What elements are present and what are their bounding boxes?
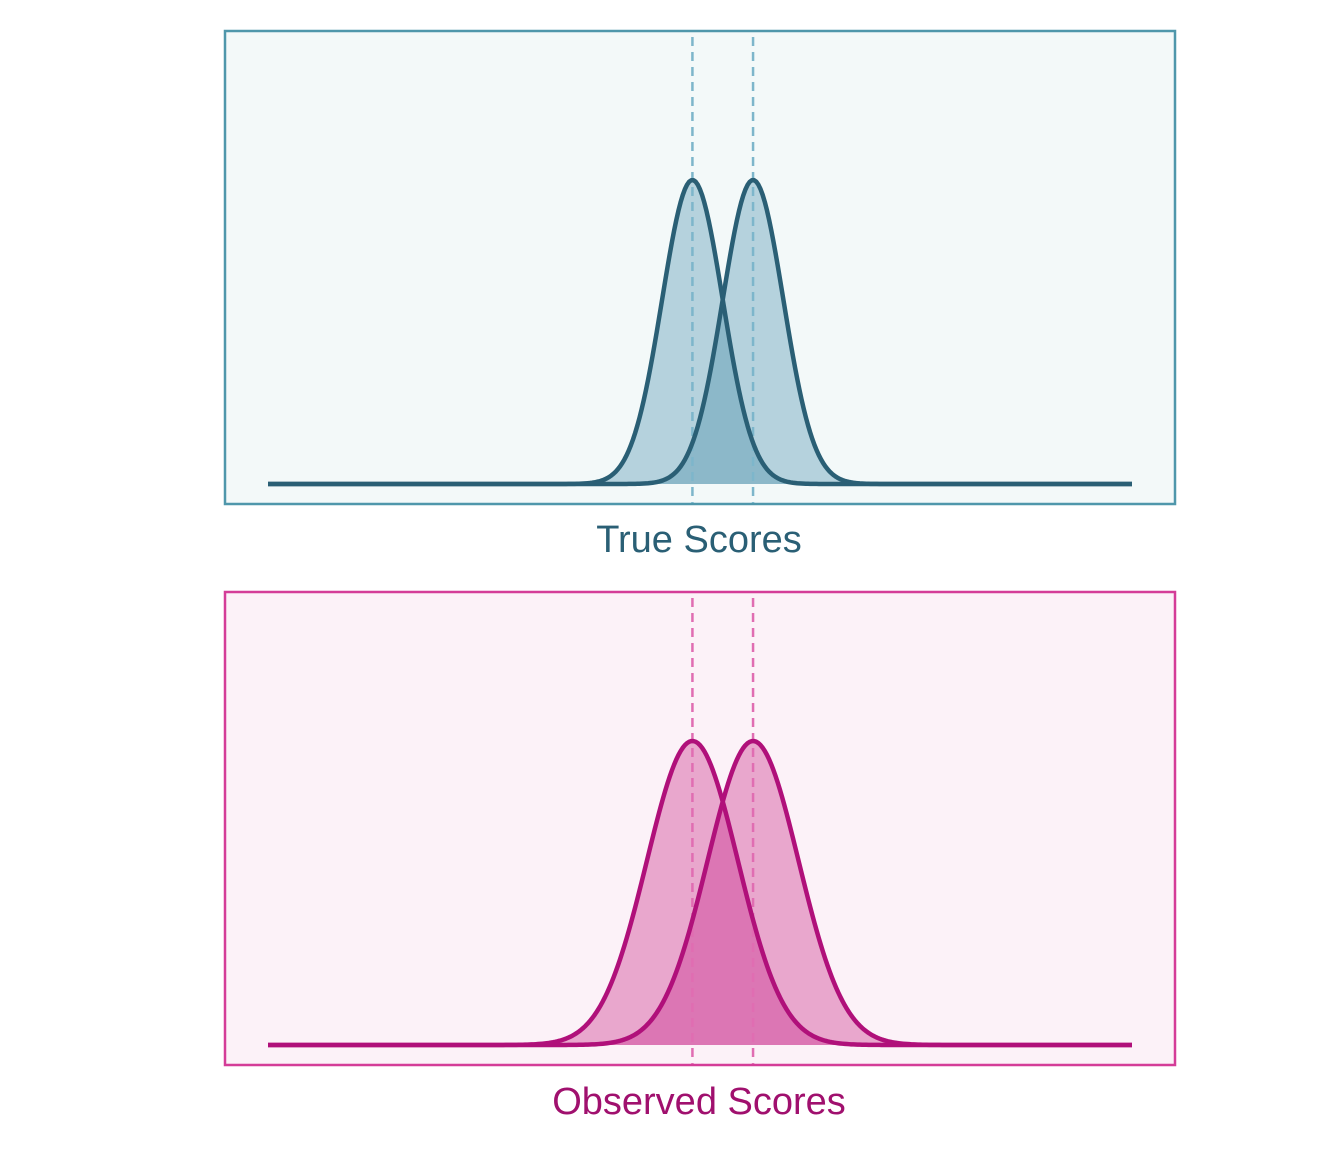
true-scores-panel: True Scores bbox=[223, 29, 1177, 561]
true-scores-distribution-2-curve bbox=[267, 177, 1133, 487]
true-scores-label: True Scores bbox=[596, 519, 802, 561]
true-scores-overlap-fill bbox=[268, 305, 1132, 484]
observed-scores-overlap-fill bbox=[268, 805, 1132, 1045]
observed-scores-distribution-2-curve bbox=[267, 738, 1133, 1048]
true-scores-distribution-1-fill bbox=[268, 180, 1132, 484]
observed-scores-panel: Observed Scores bbox=[223, 590, 1177, 1123]
observed-scores-label: Observed Scores bbox=[552, 1081, 846, 1123]
